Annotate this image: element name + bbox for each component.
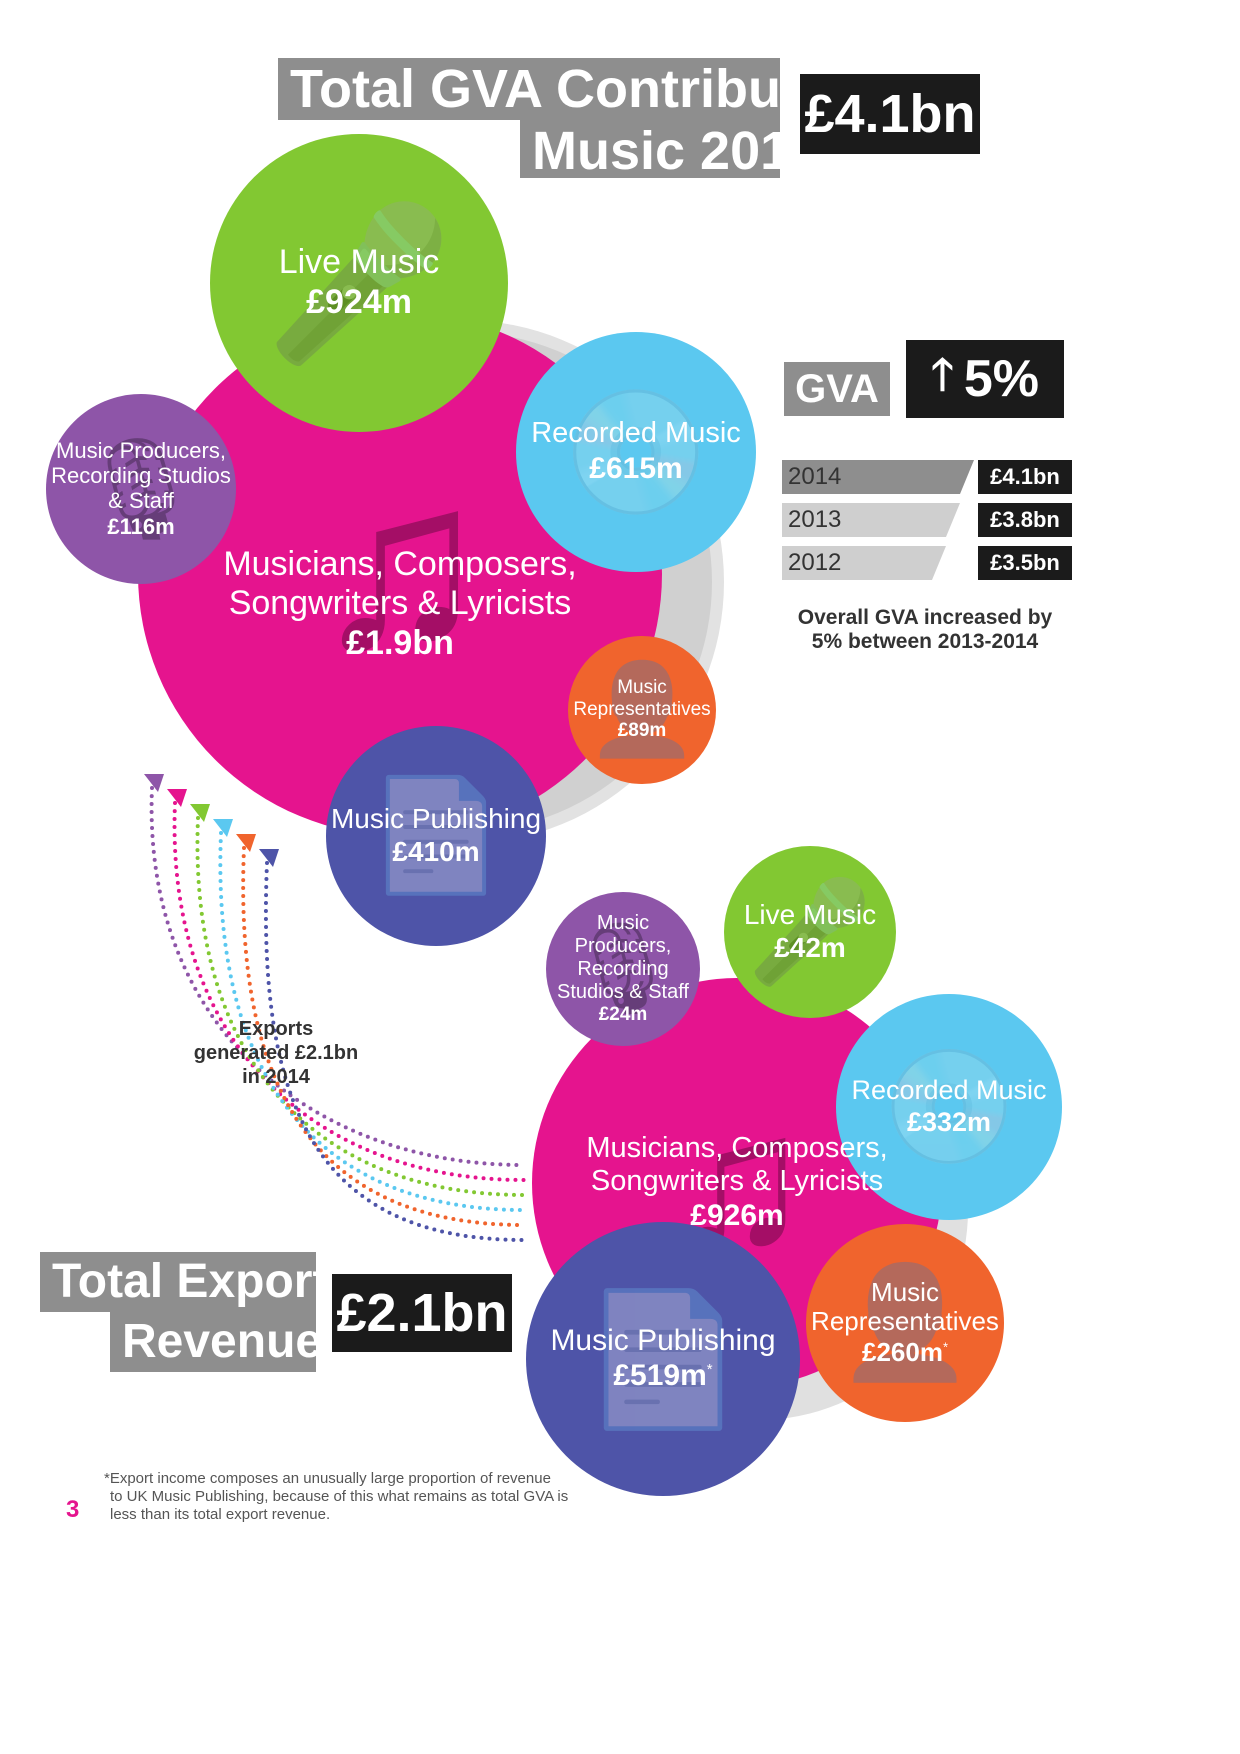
export-bubble-publishing: 📄 Music Publishing £519m*: [526, 1222, 800, 1496]
arc-dotted-line: [263, 861, 526, 1242]
gva-year-row-2012: 2012 £3.5bn: [782, 546, 1072, 580]
arc-flag-icon: [190, 804, 210, 822]
export-producers-label-3: Recording: [577, 957, 669, 980]
up-arrow-icon: 🡑: [930, 349, 954, 399]
arc-dotted-line: [172, 801, 526, 1182]
arc-dotted-line: [149, 786, 526, 1167]
gva-year-value-2012: £3.5bn: [978, 546, 1072, 580]
gva-change-box: 🡑 5%: [906, 340, 1064, 418]
gva-year-bar-2012: 2012: [782, 546, 946, 580]
gva-year-row-2014: 2014 £4.1bn: [782, 460, 1072, 494]
gva-year-bar-2013: 2013: [782, 503, 960, 537]
gva-representatives-label-2: Representatives: [573, 698, 711, 720]
export-bubble-representatives: 👤 Music Representatives £260m*: [806, 1224, 1004, 1422]
gva-year-row-2013: 2013 £3.8bn: [782, 503, 1072, 537]
arc-dotted-line: [218, 831, 526, 1212]
page-number: 3: [66, 1496, 80, 1523]
export-musicians-label-2: Songwriters & Lyricists: [590, 1165, 884, 1197]
gva-change-value: 5%: [963, 350, 1040, 408]
arc-flag-icon: [213, 819, 233, 837]
export-producers-value: £24m: [598, 1003, 648, 1025]
export-producers-label-4: Studios & Staff: [557, 980, 689, 1003]
export-representatives-value: £260m*: [862, 1337, 948, 1368]
arc-flag-icon: [144, 774, 164, 792]
arc-text-line-3: in 2014: [242, 1066, 310, 1088]
export-representatives-amount: £260m: [861, 1337, 943, 1368]
gva-publishing-value: £410m: [392, 836, 480, 868]
gva-producers-value: £116m: [107, 513, 175, 539]
export-bubble-live-music: 🎤 Live Music £42m: [724, 846, 896, 1018]
export-live-music-label: Live Music: [743, 899, 877, 931]
gva-bubble-recorded-music: 💿 Recorded Music £615m: [516, 332, 756, 572]
arc-flag-icon: [167, 789, 187, 807]
gva-live-music-label: Live Music: [278, 243, 440, 282]
export-producers-label-2: Producers,: [574, 934, 672, 957]
export-recorded-music-value: £332m: [906, 1107, 992, 1138]
arc-text-line-2: generated £2.1bn: [193, 1042, 359, 1064]
export-title-line-2: Revenue: [110, 1312, 322, 1372]
gva-note-line-1: Overall GVA increased by: [797, 606, 1053, 629]
gva-representatives-label-1: Music: [617, 676, 667, 698]
gva-musicians-label-2: Songwriters & Lyricists: [228, 583, 572, 622]
gva-musicians-value: £1.9bn: [346, 623, 454, 662]
export-total-value: £2.1bn: [332, 1274, 512, 1352]
export-publishing-note: *: [706, 1361, 713, 1379]
export-musicians-value: £926m: [690, 1199, 784, 1233]
gva-bubble-representatives: 👤 Music Representatives £89m: [568, 636, 716, 784]
export-representatives-label-1: Music: [871, 1276, 939, 1307]
total-gva-value: £4.1bn: [800, 74, 980, 154]
footnote-line-3: less than its total export revenue.: [110, 1506, 331, 1523]
export-musicians-label-1: Musicians, Composers,: [586, 1131, 888, 1164]
export-producers-label-1: Music: [596, 911, 650, 934]
arc-flag-icon: [259, 849, 279, 867]
export-arc: [144, 774, 526, 1242]
title-line-1: Total GVA Contribution: [278, 58, 880, 120]
gva-year-value-2013: £3.8bn: [978, 503, 1072, 537]
export-title-line-1: Total Export: [40, 1252, 328, 1312]
gva-representatives-value: £89m: [617, 720, 667, 742]
export-representatives-label-2: Representatives: [811, 1306, 999, 1337]
arc-text-line-1: Exports: [238, 1018, 314, 1040]
gva-recorded-music-label: Recorded Music: [531, 417, 741, 450]
footnote-line-2: to UK Music Publishing, because of this …: [110, 1488, 569, 1505]
gva-year-bar-2014: 2014: [782, 460, 974, 494]
export-publishing-amount: £519m: [613, 1359, 707, 1393]
export-bubble-producers: 🎙 Music Producers, Recording Studios & S…: [546, 892, 700, 1046]
gva-panel-label: GVA: [784, 362, 890, 416]
gva-note-line-2: 5% between 2013-2014: [811, 630, 1039, 653]
gva-year-value-2014: £4.1bn: [978, 460, 1072, 494]
gva-recorded-music-value: £615m: [589, 451, 683, 485]
gva-musicians-label-1: Musicians, Composers,: [223, 544, 577, 583]
arc-dotted-line: [241, 846, 526, 1227]
export-live-music-value: £42m: [774, 932, 846, 964]
export-publishing-value: £519m*: [613, 1358, 712, 1394]
gva-bubble-live-music: 🎤 Live Music £924m: [210, 134, 508, 432]
gva-producers-label-1: Music Producers,: [56, 437, 226, 463]
footnote-line-1: *Export income composes an unusually lar…: [104, 1470, 551, 1487]
export-publishing-label: Music Publishing: [550, 1323, 776, 1357]
gva-publishing-label: Music Publishing: [330, 803, 542, 835]
gva-bubble-producers: 🎙 Music Producers, Recording Studios & S…: [46, 394, 236, 584]
export-representatives-note: *: [942, 1339, 949, 1355]
export-recorded-music-label: Recorded Music: [851, 1075, 1047, 1106]
arc-flag-icon: [236, 834, 256, 852]
title-line-2: Music 2014: [520, 120, 820, 181]
arc-dotted-line: [195, 816, 526, 1197]
gva-live-music-value: £924m: [306, 283, 412, 322]
gva-producers-label-3: & Staff: [108, 488, 174, 514]
gva-producers-label-2: Recording Studios: [51, 463, 231, 489]
